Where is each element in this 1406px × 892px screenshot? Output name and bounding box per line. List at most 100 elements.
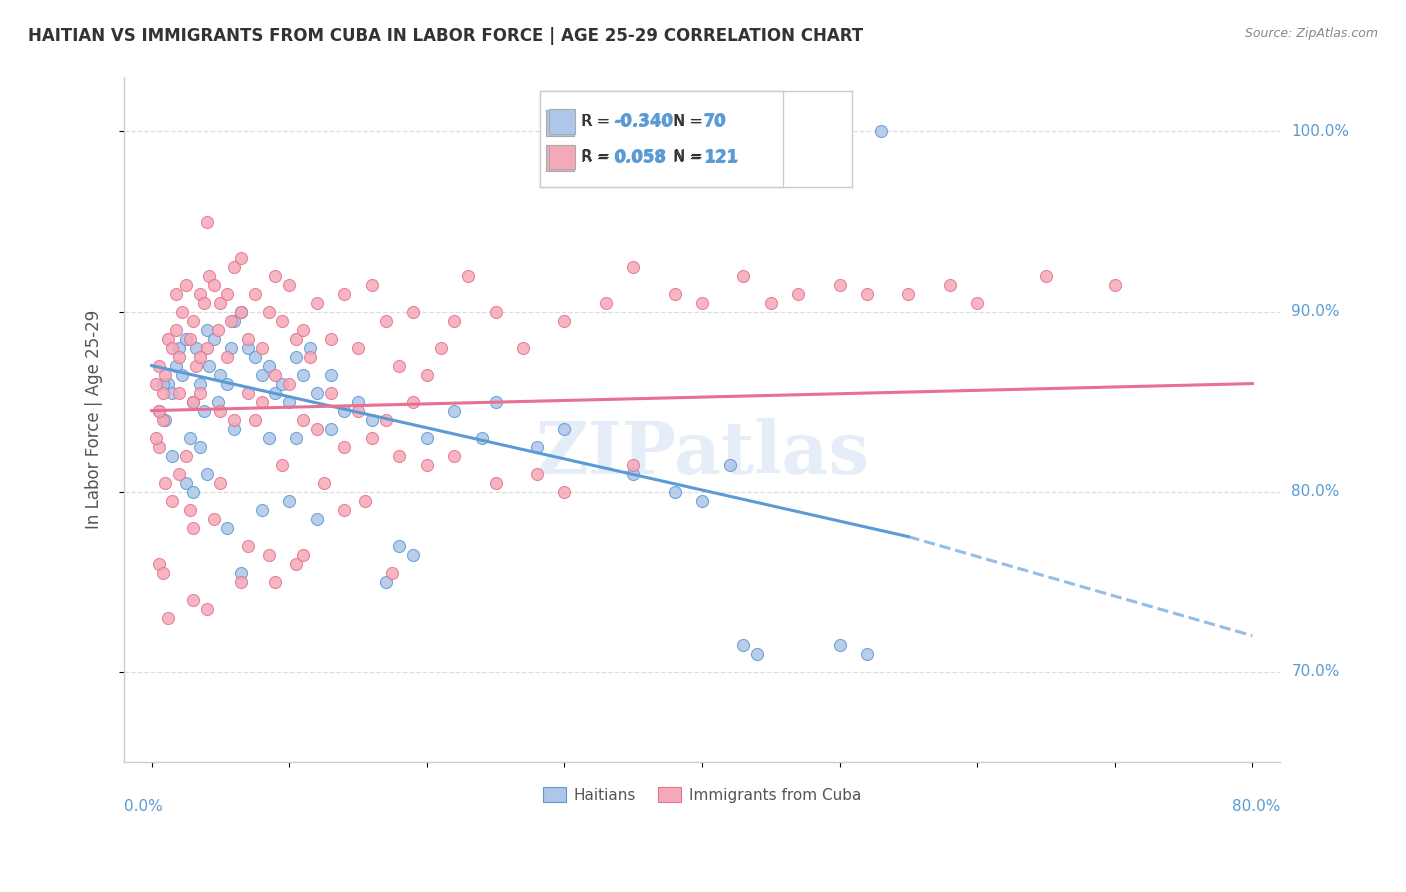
Point (264, 385, 287, 400)
Point (152, 376, 174, 391)
Point (416, 431, 439, 445)
Point (416, 458, 439, 472)
Point (333, 286, 356, 301)
Point (250, 341, 273, 355)
Point (285, 332, 308, 346)
Point (621, 260, 644, 274)
Point (966, 295, 988, 310)
Point (402, 304, 425, 318)
Point (195, 214, 218, 228)
Point (250, 394, 273, 409)
Point (264, 268, 287, 283)
Point (319, 385, 342, 400)
Point (188, 286, 211, 301)
Point (360, 431, 382, 445)
Point (243, 286, 266, 301)
Point (195, 467, 218, 481)
Text: N =: N = (675, 149, 709, 164)
Point (298, 350, 321, 364)
Point (319, 422, 342, 436)
Point (292, 412, 315, 426)
Point (264, 368, 287, 382)
Text: 80.0%: 80.0% (1292, 484, 1340, 500)
Point (664, 286, 686, 301)
Point (170, 368, 193, 382)
Point (553, 422, 575, 436)
Point (170, 304, 193, 318)
Point (264, 574, 287, 589)
Point (292, 368, 315, 382)
Point (856, 647, 879, 661)
Text: Source: ZipAtlas.com: Source: ZipAtlas.com (1244, 27, 1378, 40)
Point (174, 475, 197, 490)
Point (198, 359, 221, 373)
Point (229, 304, 252, 318)
Point (209, 295, 232, 310)
Point (188, 440, 211, 454)
Point (148, 359, 170, 373)
Text: R =: R = (581, 114, 614, 129)
Point (733, 268, 755, 283)
Point (195, 322, 218, 336)
Point (162, 385, 184, 400)
Point (217, 376, 239, 391)
Point (305, 511, 328, 525)
Point (165, 286, 187, 301)
Point (787, 286, 810, 301)
Text: 0.0%: 0.0% (124, 799, 163, 814)
Point (165, 322, 187, 336)
Point (526, 440, 548, 454)
Point (181, 394, 204, 409)
Point (148, 440, 170, 454)
Point (595, 295, 617, 310)
Point (236, 332, 259, 346)
Point (305, 385, 328, 400)
Text: -0.340: -0.340 (613, 113, 672, 131)
Point (298, 341, 321, 355)
Point (745, 647, 768, 661)
Point (938, 277, 960, 292)
Text: N =: N = (673, 114, 707, 129)
Point (621, 458, 644, 472)
Point (184, 341, 207, 355)
Text: 0.058: 0.058 (614, 148, 666, 166)
Text: 80.0%: 80.0% (1232, 799, 1279, 814)
Point (181, 592, 204, 607)
Point (388, 539, 411, 553)
Legend: Haitians, Immigrants from Cuba: Haitians, Immigrants from Cuba (537, 780, 868, 809)
Point (257, 304, 280, 318)
Point (179, 502, 201, 516)
Point (354, 493, 377, 508)
Point (207, 394, 229, 409)
Point (181, 313, 204, 327)
Point (174, 332, 197, 346)
Point (236, 341, 259, 355)
Y-axis label: In Labor Force | Age 25-29: In Labor Force | Age 25-29 (86, 310, 103, 529)
Point (360, 277, 382, 292)
Point (181, 394, 204, 409)
Point (1035, 268, 1057, 283)
Point (148, 557, 170, 571)
Point (457, 268, 479, 283)
Point (347, 403, 370, 417)
Point (209, 475, 232, 490)
Text: R =: R = (582, 149, 614, 164)
Point (229, 304, 252, 318)
Point (167, 467, 190, 481)
Point (416, 368, 439, 382)
Text: 70: 70 (703, 113, 727, 131)
Point (155, 475, 177, 490)
Point (485, 475, 508, 490)
Point (236, 539, 259, 553)
Point (193, 403, 215, 417)
Point (165, 359, 187, 373)
Point (209, 368, 232, 382)
Point (243, 412, 266, 426)
Point (828, 638, 851, 652)
Text: 90.0%: 90.0% (1292, 304, 1340, 319)
Point (292, 322, 315, 336)
Point (512, 341, 534, 355)
Point (207, 322, 229, 336)
Point (374, 313, 396, 327)
Point (471, 431, 494, 445)
